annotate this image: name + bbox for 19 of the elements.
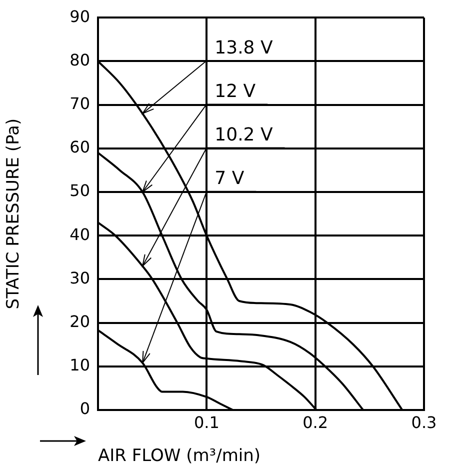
- x-tick-label: 0.2: [302, 412, 328, 432]
- y-tick-label: 80: [70, 50, 90, 70]
- y-tick-label: 30: [70, 268, 90, 288]
- y-tick-label: 10: [70, 356, 90, 375]
- y-tick-label: 20: [70, 312, 90, 331]
- y-tick-label: 70: [70, 94, 90, 113]
- y-tick-label: 60: [70, 138, 90, 157]
- y-tick-label: 90: [70, 6, 90, 26]
- y-tick-label: 50: [70, 181, 90, 200]
- text: 13.8 V: [214, 37, 274, 58]
- legend-label: 7 V: [214, 168, 245, 190]
- y-tick-label: 40: [70, 224, 90, 244]
- text: 12 V: [214, 80, 256, 102]
- x-tick-label: 0.3: [411, 412, 437, 432]
- x-axis-title: AIR FLOW (m³/min): [98, 446, 261, 466]
- x-tick-label: 0.1: [194, 412, 220, 432]
- y-axis-title: STATIC PRESSURE (Pa): [4, 118, 24, 310]
- legend-label: 10.2 V: [214, 124, 274, 146]
- y-tick-label: 0: [80, 399, 90, 418]
